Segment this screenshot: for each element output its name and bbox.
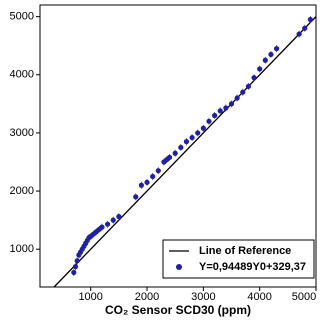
point [189,134,195,141]
point [228,101,235,107]
y-tick-label: 3000 [10,127,34,139]
reference-line [53,16,317,288]
y-tick-label: 4000 [10,69,34,81]
point [217,108,223,114]
point [234,95,240,101]
point [133,194,139,200]
x-tick-label: 2000 [135,291,159,303]
point [251,75,257,81]
y-tick-label: 2000 [10,185,34,197]
point [138,182,144,188]
point [307,16,313,23]
point [302,25,308,31]
point [223,105,229,111]
point [195,130,201,136]
point [273,46,280,52]
point [245,83,252,90]
point [240,89,246,95]
x-tick-label: 4000 [247,291,271,303]
point [296,31,302,37]
x-tick-label: 1000 [78,291,102,303]
point [155,168,161,174]
point [110,217,116,223]
legend-box [162,239,315,279]
legend-marker [176,264,182,270]
point [178,144,184,151]
point [104,221,111,227]
point [268,51,274,58]
point [144,179,150,185]
point [150,173,156,180]
point [71,269,77,276]
y-tick-label: 1000 [10,243,34,255]
point [172,150,178,156]
point [116,214,122,220]
point [200,125,206,131]
point [262,57,268,63]
point [99,224,105,230]
legend-label: Line of Reference [199,245,291,257]
x-tick-label: 5000 [292,291,316,303]
point [257,66,263,72]
y-tick-label: 5000 [10,11,34,23]
plot-frame [39,4,317,288]
point [74,258,80,264]
legend-label: Y=0,94489Y0+329,37 [199,261,306,273]
point [72,264,79,270]
point [206,118,212,124]
point [183,139,190,145]
x-tick-label: 3000 [191,291,215,303]
point [166,154,173,160]
x-axis-label: CO₂ Sensor SCD30 (ppm) [105,303,251,317]
point [212,112,218,119]
